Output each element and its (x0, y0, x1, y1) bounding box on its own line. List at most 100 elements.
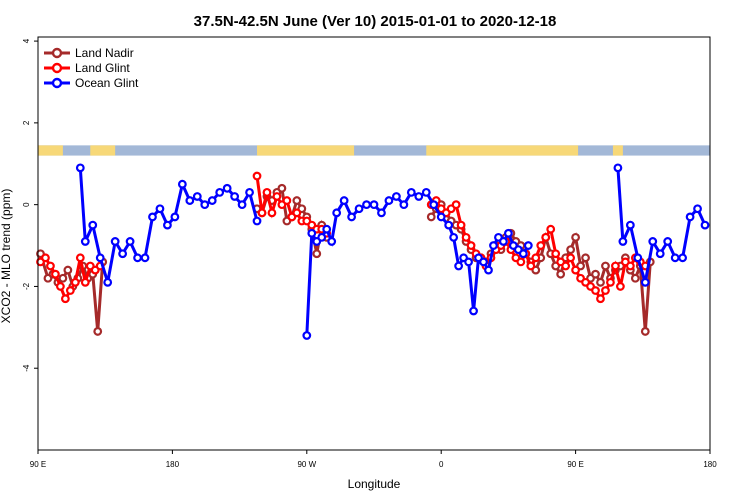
legend-marker (51, 62, 63, 74)
data-point (103, 277, 113, 287)
data-point (591, 269, 600, 279)
data-point (282, 196, 292, 205)
data-point (581, 253, 590, 263)
data-point (332, 208, 342, 218)
legend-marker (51, 47, 63, 59)
data-point (516, 257, 526, 267)
y-tick-label: -4 (22, 364, 31, 372)
data-point (663, 237, 673, 246)
data-point (88, 220, 98, 230)
data-point (630, 273, 640, 283)
data-point (571, 265, 580, 275)
data-point (566, 245, 576, 255)
data-point (70, 277, 80, 287)
data-point (312, 249, 322, 259)
data-point (95, 253, 105, 263)
data-point (369, 200, 379, 210)
data-point (466, 241, 476, 250)
y-tick-label: 2 (22, 120, 31, 125)
data-point (561, 261, 571, 271)
data-point (421, 187, 431, 197)
ocean-band (38, 145, 710, 156)
legend-label: Land Glint (75, 61, 130, 75)
data-point (536, 241, 546, 250)
x-tick-label: 180 (166, 460, 180, 469)
data-point (257, 208, 267, 218)
data-point (148, 212, 157, 222)
data-point (252, 171, 262, 181)
data-point (200, 200, 210, 210)
land-band-segment (257, 145, 355, 156)
data-point (41, 253, 50, 263)
data-point (504, 228, 513, 238)
data-point (317, 232, 327, 242)
data-point (245, 187, 254, 197)
data-point (464, 257, 473, 267)
data-point (518, 249, 528, 259)
data-point (377, 208, 386, 218)
y-axis-label: XCO2 - MLO trend (ppm) (0, 189, 13, 324)
y-axis: -4 -2 0 2 4 (22, 38, 38, 372)
y-tick-label: 0 (22, 202, 31, 207)
data-point (640, 277, 650, 287)
data-point (347, 212, 357, 222)
x-tick-label: 90 E (30, 460, 46, 469)
data-point (237, 200, 247, 210)
data-point (262, 187, 272, 197)
data-point (93, 327, 103, 336)
data-point (222, 183, 232, 193)
land-band-segment (90, 145, 116, 156)
data-point (426, 212, 436, 222)
data-point (56, 282, 65, 291)
data-point (215, 187, 225, 197)
data-point (451, 200, 461, 210)
data-point (655, 249, 665, 259)
data-point (625, 261, 635, 271)
data-point (678, 253, 688, 263)
legend-label: Ocean Glint (75, 76, 139, 90)
data-point (449, 232, 459, 242)
data-point (436, 212, 446, 222)
data-point (155, 204, 165, 214)
data-point (489, 241, 498, 250)
series-ocean-glint (75, 163, 710, 340)
data-point (479, 257, 488, 267)
data-point (406, 187, 416, 197)
data-point (454, 261, 464, 271)
x-tick-label: 90 W (297, 460, 316, 469)
data-point (207, 196, 217, 205)
data-point (339, 196, 349, 205)
land-ocean-band (38, 145, 710, 156)
data-point (362, 200, 371, 210)
data-point (469, 306, 478, 316)
data-point (591, 286, 600, 295)
data-point (611, 261, 620, 271)
data-point (110, 237, 120, 246)
data-point (616, 282, 625, 291)
data-point (556, 269, 566, 279)
x-axis-label: Longitude (348, 477, 401, 491)
data-point (685, 212, 695, 222)
data-point (170, 212, 180, 222)
data-point (272, 192, 282, 201)
series-layer (36, 163, 710, 340)
data-point (252, 216, 262, 226)
data-point (399, 200, 409, 210)
data-point (625, 220, 635, 230)
data-point (80, 277, 90, 287)
data-point (51, 269, 60, 279)
data-point (499, 237, 508, 246)
data-point (322, 224, 332, 234)
data-point (185, 196, 195, 205)
data-point (551, 249, 561, 259)
data-point (46, 261, 55, 271)
data-point (633, 253, 643, 263)
series-line (255, 175, 328, 235)
data-point (670, 253, 680, 263)
data-point (302, 331, 312, 340)
data-point (596, 277, 605, 287)
data-point (546, 224, 556, 234)
data-point (566, 253, 576, 263)
data-point (429, 200, 439, 210)
data-point (80, 237, 90, 246)
